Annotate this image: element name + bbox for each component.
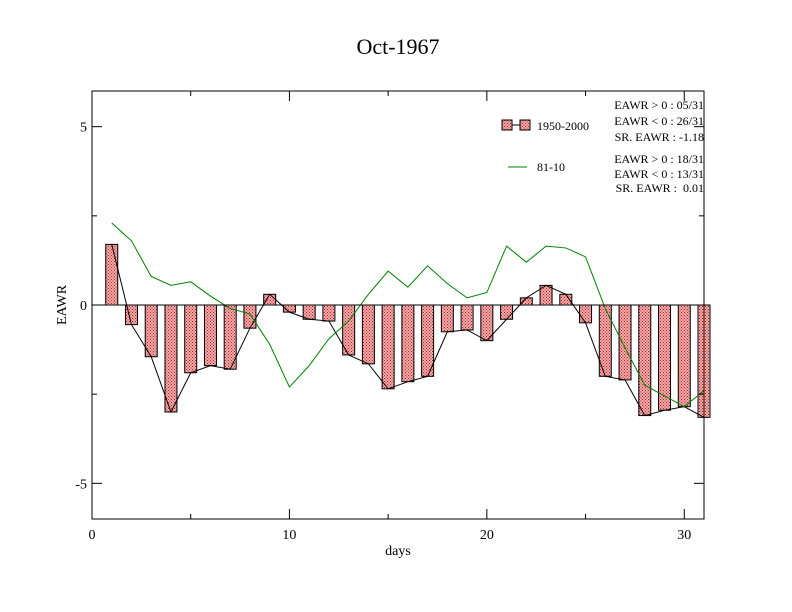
bar-1950-2000 (519, 297, 533, 306)
x-tick-label: 0 (89, 528, 96, 543)
bar-1950-2000 (164, 304, 178, 413)
series-line-1950-2000 (111, 244, 705, 418)
stat-81-10-positive: EAWR > 0 : 18/31 (614, 152, 704, 166)
chart-title: Oct-1967 (356, 34, 439, 59)
bar-1950-2000 (638, 304, 652, 417)
bar-1950-2000 (361, 304, 375, 365)
x-tick-label: 20 (480, 528, 494, 543)
bar-1950-2000 (203, 304, 217, 367)
bar-1950-2000 (184, 304, 198, 374)
bar-1950-2000 (618, 304, 632, 381)
bar-1950-2000 (579, 304, 593, 324)
series-line-81-10 (111, 222, 705, 408)
bar-1950-2000 (381, 304, 395, 390)
y-tick-label: 5 (80, 121, 87, 136)
bar-1950-2000 (658, 304, 672, 411)
bar-1950-2000 (500, 304, 514, 320)
bar-1950-2000 (480, 304, 494, 342)
stat-1950-2000-sr: SR. EAWR : -1.18 (615, 130, 704, 144)
y-axis-label: EAWR (55, 284, 70, 325)
legend-swatch-bar-left (501, 119, 513, 131)
bar-1950-2000 (302, 304, 316, 320)
bar-1950-2000 (440, 304, 454, 333)
bar-1950-2000 (263, 293, 277, 306)
bar-1950-2000 (243, 304, 257, 329)
stat-81-10-negative: EAWR < 0 : 13/31 (614, 167, 704, 181)
bar-1950-2000 (677, 304, 691, 408)
y-tick-label: 0 (80, 299, 87, 314)
legend-label-1950-2000: 1950-2000 (537, 119, 589, 133)
bar-1950-2000 (401, 304, 415, 383)
bar-1950-2000 (460, 304, 474, 331)
axes: 0 10 20 30 -5 0 5 (75, 91, 704, 543)
x-tick-label: 10 (282, 528, 296, 543)
bar-1950-2000 (105, 243, 119, 306)
x-axis-label: days (385, 544, 411, 559)
plot-area (92, 222, 711, 418)
legend: 1950-2000 81-10 EAWR > 0 : 05/31 EAWR < … (501, 98, 704, 195)
legend-label-81-10: 81-10 (537, 160, 565, 174)
x-tick-label: 30 (677, 528, 691, 543)
y-tick-label: -5 (75, 477, 87, 492)
stat-1950-2000-negative: EAWR < 0 : 26/31 (614, 114, 704, 128)
legend-swatch-bar-right (519, 119, 531, 131)
stat-81-10-sr: SR. EAWR : 0.01 (616, 181, 704, 195)
stat-1950-2000-positive: EAWR > 0 : 05/31 (614, 98, 704, 112)
bar-1950-2000 (322, 304, 336, 322)
